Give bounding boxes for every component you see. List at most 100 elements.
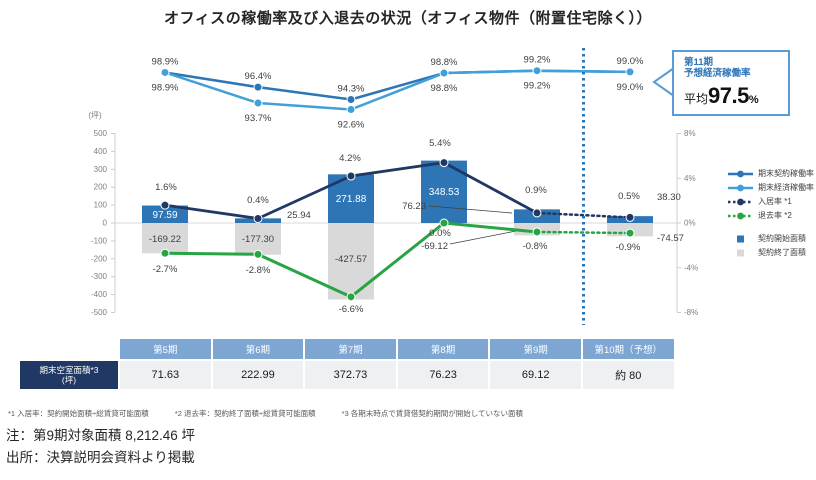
bar-label: 348.53 [429,187,460,198]
move-out-rate-label: -0.8% [523,241,548,252]
rate-point [346,171,356,181]
bar-label: 271.88 [336,194,367,205]
leader-line [428,205,513,214]
occupancy-point [346,104,356,114]
occupancy-point [439,68,449,78]
move-in-rate-label: 0.5% [618,191,640,202]
table-value-cell: 372.73 [305,361,396,389]
left-axis-tick-label: 200 [94,183,108,192]
bar-label: -177.30 [242,234,274,245]
rate-point [253,249,263,259]
bar-label: -69.12 [421,241,448,252]
bar-label: -427.57 [335,254,367,265]
move-in-rate-label: 0.9% [525,185,547,196]
move-out-rate-label: -2.8% [246,265,271,276]
rate-point [253,214,263,224]
occupancy-value-label: 92.6% [338,119,365,130]
left-axis-tick-label: 300 [94,165,108,174]
rate-point [439,218,449,228]
move-in-rate-label: 1.6% [155,182,177,193]
move-out-rate-label: -6.6% [339,304,364,315]
left-axis-tick-label: -100 [91,236,108,245]
occupancy-point [253,98,263,108]
contract-rate-line-icon [727,169,754,179]
left-axis-tick-label: -200 [91,254,108,263]
rate-point [346,292,356,302]
bar-contract-end [328,223,374,300]
occupancy-point [625,67,635,77]
right-axis-tick-label: 4% [684,174,696,183]
occupancy-value-label: 94.3% [338,83,365,94]
bar-label: 76.23 [402,201,426,212]
table-value-cell: 71.63 [120,361,211,389]
bar-contract-end [235,223,281,255]
move-in-rate-label: 4.2% [339,153,361,164]
rate-point [532,227,542,237]
note-text: 注：第9期対象面積 8,212.46 坪 [6,428,196,443]
rate-point [160,248,170,258]
right-axis-tick-label: -8% [684,308,698,317]
rate-line-forecast [535,230,632,235]
occupancy-value-label: 99.2% [524,81,551,92]
legend-item: 期末契約稼働率 [727,168,814,179]
end-area-square-icon [727,248,754,258]
forecast-callout: 第11期 予想経済稼働率 平均97.5% [672,50,790,116]
move-out-rate-label: -2.7% [153,264,178,275]
legend-item: 期末経済稼働率 [727,182,814,193]
callout-period: 第11期 [684,57,714,68]
right-axis-tick-label: 8% [684,129,696,138]
occupancy-and-area-charts: 98.9% 96.4% 94.3% 98.8% 99.2% 99.0% 98.9% 93.7%… [88,48,698,325]
occupancy-line-1 [164,69,631,111]
table-value-row: 71.63 222.99 372.73 76.23 69.12 約 80 [120,361,674,389]
table-header-cell: 第8期 [397,339,489,359]
footnotes: *1 入居率：契約開始面積÷総賃貸可能面積 *2 退去率：契約終了面積÷総賃貸可能… [8,409,524,418]
page-title: オフィスの稼働率及び入退去の状況（オフィス物件（附置住宅除く）） [164,10,652,27]
occupancy-value-label: 98.9% [152,82,179,93]
leader-line [449,229,522,245]
callout-label: 予想経済稼働率 [684,68,751,79]
left-axis-tick-label: 500 [94,129,108,138]
table-header-cell: 第10期（予想） [582,339,674,359]
bar-label: 38.30 [657,192,681,203]
legend-item: 退去率 *2 [727,210,814,221]
occupancy-value-label: 99.2% [524,55,551,66]
bar-label: -74.57 [657,233,684,244]
table-value-cell: 222.99 [212,361,304,389]
table-value-cell: 69.12 [490,361,581,389]
move-in-rate-line-icon [727,197,754,207]
legend-item: 契約終了面積 [727,247,814,258]
table-header-cell: 第7期 [305,339,396,359]
occupancy-value-label: 98.8% [431,83,458,94]
move-out-rate-label: -0.9% [616,242,641,253]
callout-wedge [652,67,675,97]
table-header-row: 第5期 第6期 第7期 第8期 第9期 第10期（予想） [120,339,674,359]
table-header-cell: 第5期 [120,339,211,359]
left-axis-tick-label: -300 [91,272,108,281]
bar-label: 97.59 [152,210,177,221]
rate-point [625,212,635,222]
callout-value: 平均97.5% [684,83,759,108]
rate-point [439,158,449,168]
bar-contract-start [142,205,188,223]
table-row-header: 期末空室面積*3 (坪) [20,361,118,389]
economic-rate-line-icon [727,183,754,193]
chart-legend: 期末契約稼働率 期末経済稼働率 入居率 *1 退去率 *2 契約開始面積 契約終… [727,168,814,258]
left-axis-tick-label: 100 [94,201,108,210]
move-in-rate-label: 0.4% [247,195,269,206]
table-header-cell: 第9期 [490,339,581,359]
occupancy-point [532,66,542,76]
move-out-rate-line-icon [727,211,754,221]
occupancy-point [346,94,356,104]
bar-label: -169.22 [149,234,181,245]
rate-point [160,200,170,210]
bar-contract-end [142,223,188,254]
legend-item: 契約開始面積 [727,233,814,244]
rate-point [625,228,635,238]
right-axis-tick-label: 0% [684,219,696,228]
occupancy-value-label: 98.8% [431,57,458,68]
table-value-cell: 約 80 [582,361,674,389]
occupancy-value-label: 96.4% [245,71,272,82]
table-value-cell: 76.23 [397,361,489,389]
left-axis-tick-label: 400 [94,147,108,156]
move-in-rate-label: 5.4% [429,138,451,149]
